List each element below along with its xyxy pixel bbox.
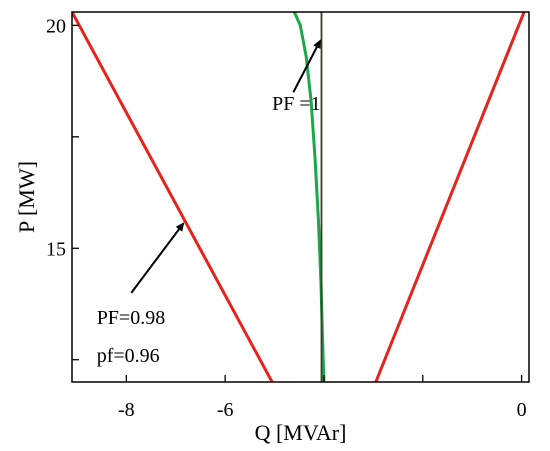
series-layer [72,12,526,382]
x-axis-title: Q [MVAr] [255,420,347,445]
x-tick-label: -8 [118,399,135,421]
x-tick-label: 0 [517,399,527,421]
axis-ticks: -8 -6 0 15 20 [46,15,527,421]
series-line-2 [374,12,526,382]
series-line-1 [72,12,274,382]
y-tick-label: 15 [46,238,66,260]
y-axis-title: P [MW] [14,161,39,233]
x-tick-label: -6 [217,399,234,421]
annotation-label: pf=0.96 [97,345,160,367]
annotation-label: PF =1 [272,93,321,115]
annotations: PF =1 PF=0.98 pf=0.96 [97,39,321,367]
series-line-3 [292,12,326,382]
annotation-arrow [292,39,321,93]
y-tick-label: 20 [46,15,66,37]
plot-area-frame [71,11,530,383]
annotation-label: PF=0.98 [97,307,166,329]
annotation-arrow [130,222,185,294]
